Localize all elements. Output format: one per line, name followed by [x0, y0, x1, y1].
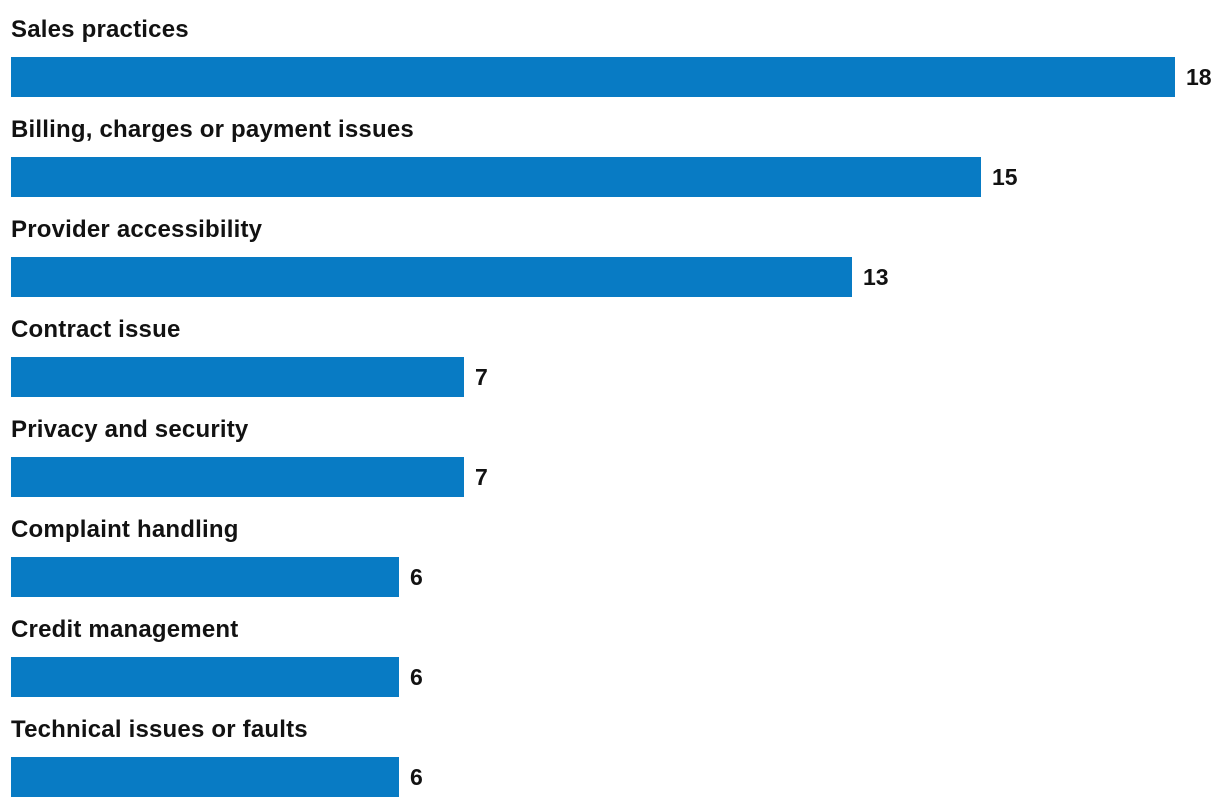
value-label: 7 — [475, 464, 488, 490]
bar — [11, 557, 399, 597]
category-label: Provider accessibility — [11, 216, 263, 243]
bar-line: 13 — [11, 257, 1220, 297]
value-label: 6 — [410, 564, 423, 590]
bar-row: Technical issues or faults 6 — [11, 700, 1220, 800]
bar-line: 15 — [11, 157, 1220, 197]
value-label: 13 — [863, 264, 889, 290]
bar-row: Privacy and security 7 — [11, 400, 1220, 500]
bar-line: 7 — [11, 357, 1220, 397]
bar-line: 6 — [11, 557, 1220, 597]
value-label: 7 — [475, 364, 488, 390]
bar-line: 7 — [11, 457, 1220, 497]
bar-row: Billing, charges or payment issues 15 — [11, 100, 1220, 200]
bar-rows: Sales practices 18 Billing, charges or p… — [11, 0, 1220, 800]
value-label: 6 — [410, 764, 423, 790]
bar — [11, 357, 464, 397]
category-label: Contract issue — [11, 316, 181, 343]
category-label: Sales practices — [11, 16, 189, 43]
bar-row: Complaint handling 6 — [11, 500, 1220, 600]
bar-row: Contract issue 7 — [11, 300, 1220, 400]
bar-row: Provider accessibility 13 — [11, 200, 1220, 300]
bar — [11, 657, 399, 697]
value-label: 15 — [992, 164, 1018, 190]
bar — [11, 157, 981, 197]
bar — [11, 757, 399, 797]
bar-line: 6 — [11, 757, 1220, 797]
category-label: Privacy and security — [11, 416, 249, 443]
bar-row: Credit management 6 — [11, 600, 1220, 700]
bar-row: Sales practices 18 — [11, 0, 1220, 100]
bar — [11, 457, 464, 497]
category-label: Complaint handling — [11, 516, 239, 543]
bar — [11, 257, 852, 297]
value-label: 18 — [1186, 64, 1212, 90]
bar-line: 6 — [11, 657, 1220, 697]
bar-line: 18 — [11, 57, 1220, 97]
category-label: Credit management — [11, 616, 239, 643]
category-label: Billing, charges or payment issues — [11, 116, 414, 143]
bar — [11, 57, 1175, 97]
value-label: 6 — [410, 664, 423, 690]
category-label: Technical issues or faults — [11, 716, 308, 743]
